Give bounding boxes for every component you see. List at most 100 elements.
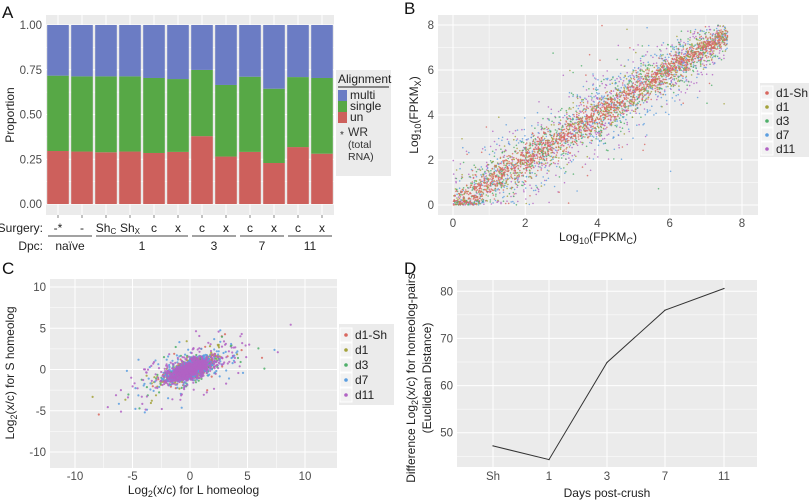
- data-point: [603, 100, 605, 103]
- data-point: [457, 198, 459, 201]
- data-point: [600, 102, 603, 104]
- data-point: [513, 138, 515, 141]
- bar-segment-multi: [47, 25, 69, 76]
- data-point: [583, 127, 586, 130]
- data-point: [650, 87, 652, 89]
- data-point: [616, 107, 618, 109]
- data-point: [672, 91, 675, 94]
- data-point: [631, 85, 633, 88]
- data-point: [473, 183, 476, 186]
- data-point: [516, 186, 518, 188]
- data-point: [693, 37, 696, 39]
- data-point: [617, 109, 619, 111]
- data-point: [599, 110, 601, 113]
- data-point: [518, 173, 520, 176]
- data-point: [689, 53, 691, 56]
- data-point: [503, 175, 506, 177]
- data-point: [504, 171, 506, 173]
- data-point: [660, 93, 662, 95]
- data-point: [577, 107, 580, 110]
- data-point: [506, 162, 509, 165]
- data-point: [563, 149, 565, 151]
- data-point: [469, 191, 471, 194]
- bar-segment-single: [143, 77, 165, 153]
- data-point: [539, 166, 541, 168]
- data-point: [650, 85, 653, 87]
- data-point: [542, 176, 544, 178]
- data-point: [522, 154, 525, 156]
- data-point: [502, 200, 505, 202]
- data-point: [620, 114, 622, 117]
- data-point: [626, 71, 628, 74]
- data-point: [681, 56, 683, 59]
- data-point: [560, 167, 562, 170]
- data-point: [619, 72, 622, 75]
- data-point: [534, 165, 537, 167]
- data-point: [478, 183, 481, 186]
- data-point: [652, 73, 655, 75]
- data-point: [644, 65, 647, 67]
- data-point: [458, 197, 461, 200]
- data-point: [661, 65, 664, 68]
- data-point: [620, 94, 623, 96]
- data-point: [580, 122, 583, 124]
- data-point: [490, 176, 493, 178]
- data-point: [654, 71, 656, 74]
- data-point: [661, 71, 663, 73]
- data-point: [609, 83, 611, 85]
- surgery-label-main: c: [247, 221, 253, 235]
- data-point: [503, 159, 506, 162]
- data-point: [511, 168, 513, 171]
- data-point: [478, 189, 481, 192]
- data-point: [476, 196, 479, 198]
- data-point: [583, 129, 585, 132]
- data-point: [517, 159, 520, 162]
- data-point: [700, 35, 703, 38]
- data-point: [476, 185, 479, 188]
- data-point: [510, 187, 513, 190]
- x-axis-title-part: Log: [559, 230, 579, 244]
- data-point: [681, 80, 684, 82]
- data-point: [711, 73, 714, 76]
- data-point: [605, 113, 607, 115]
- data-point: [623, 116, 625, 118]
- data-point: [655, 65, 658, 67]
- data-point: [609, 79, 611, 82]
- data-point: [646, 134, 648, 136]
- y-tick-label: 0.75: [20, 65, 42, 77]
- data-point: [145, 386, 148, 389]
- data-point: [498, 165, 500, 168]
- data-point: [636, 86, 638, 88]
- data-point: [590, 112, 593, 115]
- data-point: [502, 196, 504, 199]
- data-point: [506, 195, 509, 197]
- data-point: [590, 113, 592, 116]
- data-point: [644, 113, 647, 116]
- data-point: [675, 69, 677, 72]
- surgery-label-main: x: [175, 221, 181, 235]
- data-point: [680, 91, 682, 93]
- data-point: [700, 41, 703, 44]
- data-point: [555, 138, 557, 141]
- data-point: [720, 31, 722, 33]
- data-point: [651, 64, 654, 67]
- data-point: [485, 175, 488, 177]
- data-point: [598, 92, 600, 95]
- data-point: [533, 134, 535, 137]
- data-point: [499, 162, 502, 165]
- data-point: [522, 175, 525, 177]
- data-point: [586, 155, 589, 158]
- data-point: [630, 92, 633, 95]
- data-point: [581, 141, 583, 144]
- data-point: [686, 63, 689, 65]
- data-point: [642, 102, 645, 104]
- data-point: [542, 152, 544, 154]
- data-point: [667, 85, 669, 88]
- bar-segment-un: [47, 151, 69, 204]
- legend-swatch-un: [338, 112, 347, 123]
- data-point: [625, 98, 628, 100]
- data-point: [568, 127, 571, 129]
- data-point: [527, 149, 530, 151]
- data-point: [516, 164, 519, 167]
- data-point: [496, 175, 498, 178]
